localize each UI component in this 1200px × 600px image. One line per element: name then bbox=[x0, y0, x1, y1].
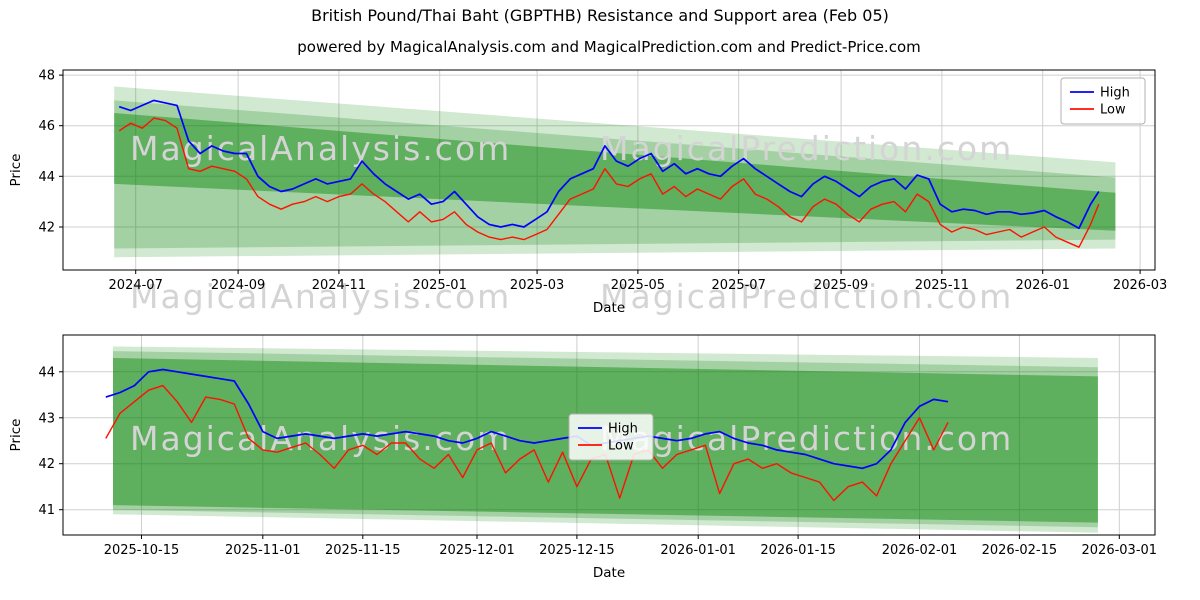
y-tick-label: 44 bbox=[38, 170, 55, 185]
axes-frame bbox=[62, 69, 1156, 271]
legend-label: High bbox=[608, 422, 638, 437]
grid bbox=[63, 70, 1155, 270]
x-tick-label: 2025-11-01 bbox=[225, 543, 301, 558]
support-resistance-band bbox=[114, 113, 1116, 231]
x-tick-label: 2025-01 bbox=[413, 278, 467, 293]
legend-box bbox=[568, 413, 654, 461]
y-tick-label: 42 bbox=[38, 221, 55, 236]
x-tick-label: 2026-02-01 bbox=[882, 543, 958, 558]
x-axis-label: Date bbox=[593, 300, 625, 316]
y-tick-label: 48 bbox=[38, 69, 55, 84]
x-tick-label: 2024-07 bbox=[109, 278, 163, 293]
x-tick-label: 2026-03 bbox=[1113, 278, 1167, 293]
x-axis-label: Date bbox=[593, 565, 625, 581]
high-line bbox=[118, 99, 1100, 230]
support-resistance-band bbox=[114, 100, 1116, 249]
x-tick-label: 2026-02-15 bbox=[982, 543, 1058, 558]
legend-box bbox=[1060, 77, 1146, 125]
y-tick-label: 41 bbox=[38, 503, 55, 518]
x-tick-label: 2025-11-15 bbox=[325, 543, 401, 558]
legend-label: High bbox=[1100, 86, 1130, 101]
subplot-1: MagicalAnalysis.com MagicalPrediction.com… bbox=[8, 334, 1158, 581]
x-tick-label: 2026-01 bbox=[1016, 278, 1070, 293]
legend: High Low bbox=[568, 413, 654, 461]
x-tick-label: 2024-09 bbox=[211, 278, 265, 293]
y-axis-label: Price bbox=[8, 419, 24, 452]
watermark-text: MagicalAnalysis.com bbox=[130, 129, 511, 168]
high-line bbox=[105, 368, 949, 470]
y-axis-label: Price bbox=[8, 154, 24, 187]
chart-subtitle: powered by MagicalAnalysis.com and Magic… bbox=[297, 38, 921, 56]
legend-label: Low bbox=[1100, 103, 1126, 118]
x-tick-label: 2026-03-01 bbox=[1082, 543, 1158, 558]
low-line bbox=[105, 384, 949, 502]
y-tick-label: 42 bbox=[38, 457, 55, 472]
x-tick-label: 2025-11 bbox=[915, 278, 969, 293]
x-tick-label: 2025-07 bbox=[712, 278, 766, 293]
subplot-0: MagicalAnalysis.com MagicalPrediction.com… bbox=[8, 69, 1167, 316]
x-tick-label: 2024-11 bbox=[312, 278, 366, 293]
x-tick-label: 2025-12-01 bbox=[439, 543, 515, 558]
watermark-text: MagicalPrediction.com bbox=[600, 129, 1013, 168]
x-tick-label: 2026-01-15 bbox=[760, 543, 836, 558]
y-tick-label: 43 bbox=[38, 411, 55, 426]
watermark-text: MagicalAnalysis.com bbox=[130, 419, 511, 458]
low-line bbox=[118, 117, 1100, 248]
watermark-text: MagicalPrediction.com bbox=[600, 277, 1013, 316]
y-tick-label: 44 bbox=[38, 365, 55, 380]
x-tick-label: 2025-12-15 bbox=[539, 543, 615, 558]
y-tick-label: 46 bbox=[38, 119, 55, 134]
legend-label: Low bbox=[608, 439, 634, 454]
x-tick-label: 2025-10-15 bbox=[104, 543, 180, 558]
legend: High Low bbox=[1060, 77, 1146, 125]
axes-frame bbox=[62, 334, 1156, 536]
watermark-text: MagicalAnalysis.com bbox=[130, 277, 511, 316]
x-tick-label: 2025-05 bbox=[611, 278, 665, 293]
chart-title: British Pound/Thai Baht (GBPTHB) Resista… bbox=[311, 6, 889, 25]
watermark-text: MagicalPrediction.com bbox=[600, 419, 1013, 458]
x-tick-label: 2025-09 bbox=[814, 278, 868, 293]
x-tick-label: 2026-01-01 bbox=[660, 543, 736, 558]
x-tick-label: 2025-03 bbox=[510, 278, 564, 293]
